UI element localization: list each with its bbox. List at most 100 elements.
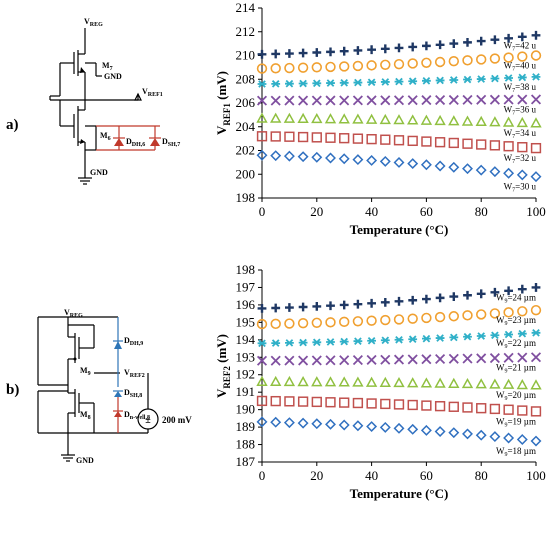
data-point bbox=[297, 375, 309, 387]
data-point bbox=[476, 36, 486, 46]
series-4: W7=34 u bbox=[256, 112, 542, 140]
y-tick-label: 189 bbox=[236, 419, 256, 434]
data-point bbox=[408, 77, 418, 86]
data-point bbox=[256, 112, 268, 123]
data-point bbox=[312, 48, 322, 57]
b-source: 200 mV bbox=[162, 415, 192, 425]
data-point bbox=[434, 426, 446, 437]
series-label-main: W bbox=[496, 292, 505, 302]
data-point bbox=[489, 378, 501, 389]
data-point bbox=[531, 73, 541, 81]
a-m-top: M bbox=[102, 61, 110, 70]
y-tick-label: 202 bbox=[236, 143, 256, 158]
data-point bbox=[490, 74, 500, 83]
a-vref: V bbox=[142, 87, 148, 96]
data-point bbox=[393, 157, 405, 168]
y-tick-label: 206 bbox=[236, 95, 256, 110]
y-tick-label: 210 bbox=[236, 48, 256, 63]
series-label: W9=19 µm bbox=[496, 416, 536, 428]
data-point bbox=[311, 418, 323, 430]
data-point bbox=[311, 62, 322, 73]
x-tick-label: 80 bbox=[475, 468, 488, 483]
data-point bbox=[270, 395, 281, 407]
data-point bbox=[517, 142, 528, 153]
data-point bbox=[257, 80, 267, 88]
data-point bbox=[435, 334, 445, 342]
series-label: W7=38 u bbox=[504, 82, 537, 94]
data-point bbox=[353, 299, 363, 309]
data-point bbox=[476, 54, 487, 65]
data-point bbox=[284, 396, 295, 407]
data-point bbox=[434, 56, 446, 68]
data-point bbox=[475, 115, 487, 127]
y-axis-title-unit: (mV) bbox=[214, 334, 229, 366]
data-point bbox=[517, 73, 527, 82]
data-point bbox=[420, 159, 432, 171]
data-point bbox=[476, 75, 486, 83]
data-point bbox=[517, 329, 527, 338]
data-point bbox=[311, 317, 322, 328]
y-axis-title: VREF2 (mV) bbox=[214, 334, 232, 398]
b-diode3-sub: n-well,8 bbox=[130, 415, 150, 421]
series-label-sub: 7 bbox=[512, 46, 515, 52]
data-point bbox=[408, 295, 418, 305]
data-point bbox=[339, 300, 349, 310]
data-point bbox=[407, 114, 419, 125]
data-point bbox=[339, 337, 349, 346]
x-tick-label: 80 bbox=[475, 204, 488, 219]
x-axis-title: Temperature (°C) bbox=[350, 486, 449, 501]
svg-text:DDH,9: DDH,9 bbox=[124, 336, 143, 347]
data-point bbox=[489, 166, 501, 178]
data-point bbox=[379, 376, 391, 387]
data-point bbox=[503, 141, 514, 152]
data-point bbox=[394, 77, 404, 86]
series-label-sub: 7 bbox=[512, 88, 515, 94]
b-m-top-sub: 9 bbox=[88, 371, 91, 377]
series-label: W7=40 u bbox=[504, 61, 537, 73]
data-point bbox=[365, 376, 378, 387]
data-point bbox=[476, 289, 486, 299]
data-point bbox=[421, 354, 432, 365]
data-point bbox=[298, 79, 308, 88]
data-point bbox=[366, 133, 377, 145]
y-tick-label: 208 bbox=[236, 71, 256, 86]
series-label-main: W bbox=[504, 128, 513, 138]
x-tick-label: 20 bbox=[310, 204, 323, 219]
series-label-main: W bbox=[496, 362, 505, 372]
data-point bbox=[285, 339, 294, 347]
x-tick-label: 60 bbox=[420, 468, 433, 483]
data-point bbox=[393, 314, 405, 325]
data-point bbox=[422, 41, 431, 51]
b-m-top: M bbox=[80, 366, 88, 375]
data-point bbox=[297, 317, 309, 329]
data-point bbox=[476, 403, 487, 414]
series-label-sub: 9 bbox=[504, 344, 507, 350]
series-label-sub: 7 bbox=[512, 188, 515, 194]
series-label: W9=20 µm bbox=[496, 390, 536, 402]
data-point bbox=[367, 336, 376, 345]
data-point bbox=[271, 49, 281, 59]
data-point bbox=[435, 40, 445, 50]
data-point bbox=[490, 287, 500, 297]
data-point bbox=[462, 55, 473, 66]
series-5: W7=32 u bbox=[256, 131, 542, 165]
data-point bbox=[503, 432, 515, 444]
series-label-sub: 9 bbox=[504, 321, 507, 327]
data-point bbox=[421, 57, 432, 68]
data-point bbox=[271, 339, 281, 347]
data-point bbox=[339, 355, 350, 366]
series-label-rest: =40 u bbox=[515, 61, 536, 71]
series-label: W9=24 µm bbox=[496, 292, 536, 304]
series-label: W7=42 u bbox=[504, 40, 537, 52]
data-point bbox=[366, 315, 377, 326]
svg-text:Dn-well,8: Dn-well,8 bbox=[124, 410, 150, 421]
data-point bbox=[517, 306, 528, 317]
data-point bbox=[421, 95, 432, 106]
data-point bbox=[271, 303, 281, 313]
data-point bbox=[283, 112, 296, 123]
data-point bbox=[461, 115, 474, 126]
data-point bbox=[449, 292, 459, 301]
data-point bbox=[339, 316, 350, 328]
data-point bbox=[531, 283, 541, 292]
